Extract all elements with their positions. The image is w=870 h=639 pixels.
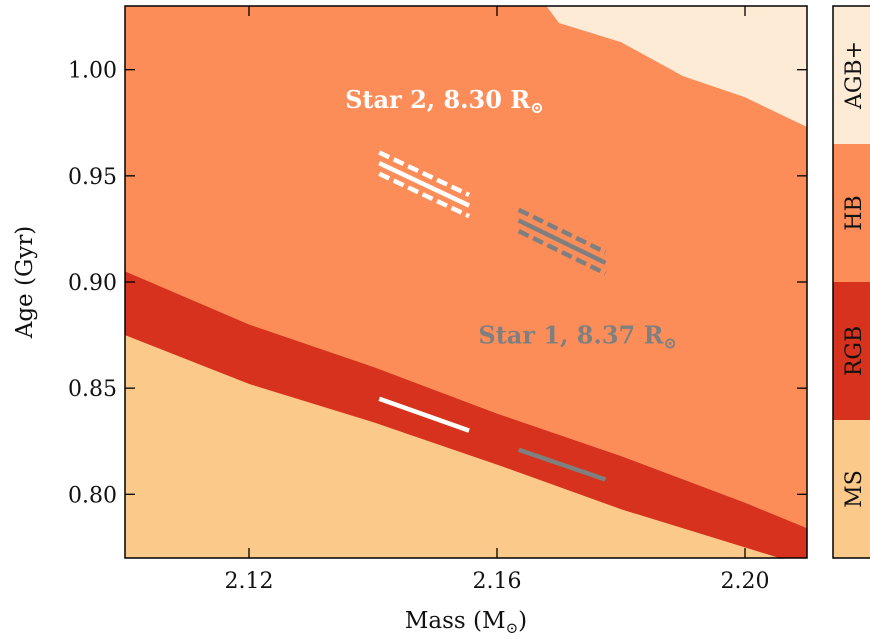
x-tick-label: 2.16 — [473, 569, 522, 594]
x-tick-label: 2.20 — [721, 569, 770, 594]
star2-hb-upper-bound — [378, 150, 471, 197]
colorbar-label: RGB — [842, 326, 867, 376]
star2-hb-track — [378, 161, 471, 208]
colorbar-label: AGB+ — [842, 41, 867, 110]
star1-hb-lower-bound — [517, 229, 607, 276]
y-tick-label: 0.80 — [68, 483, 117, 508]
x-axis-title: Mass (M⊙) — [405, 608, 527, 637]
plot-area — [125, 6, 807, 558]
star1-hb-track — [517, 218, 607, 265]
colorbar-segment-rgb — [833, 282, 870, 420]
axis-ticks: 2.12 2.16 2.20 0.80 0.85 0.90 0.95 1.00 — [68, 6, 807, 594]
star1-label: Star 1, 8.37 R⊙ — [478, 321, 677, 353]
colorbar-segment-ms — [833, 420, 870, 558]
star2-rgb-track — [378, 396, 470, 433]
y-tick-label: 0.85 — [68, 377, 117, 402]
x-tick-label: 2.12 — [225, 569, 274, 594]
region-agb — [546, 6, 807, 127]
star1-hb-upper-bound — [517, 207, 607, 255]
star2-hb-lower-bound — [378, 171, 471, 219]
star1-rgb-track — [517, 447, 607, 482]
colorbar: MS RGB HB AGB+ — [832, 5, 870, 559]
y-axis-title: Age (Gyr) — [12, 226, 38, 340]
star-tracks — [378, 150, 607, 482]
y-tick-label: 0.90 — [68, 271, 117, 296]
colorbar-segment-hb — [833, 144, 870, 282]
y-tick-label: 0.95 — [68, 165, 117, 190]
colorbar-segment-agbplus — [833, 6, 870, 144]
colorbar-label: MS — [842, 470, 867, 508]
region-ms — [125, 335, 780, 558]
colorbar-label: HB — [842, 195, 867, 230]
colorbar-frame — [832, 5, 870, 559]
y-tick-label: 1.00 — [68, 59, 117, 84]
star2-label: Star 2, 8.30 R⊙ — [345, 85, 544, 117]
star-annotations: Star 1, 8.37 R⊙ Star 2, 8.30 R⊙ — [345, 85, 677, 353]
